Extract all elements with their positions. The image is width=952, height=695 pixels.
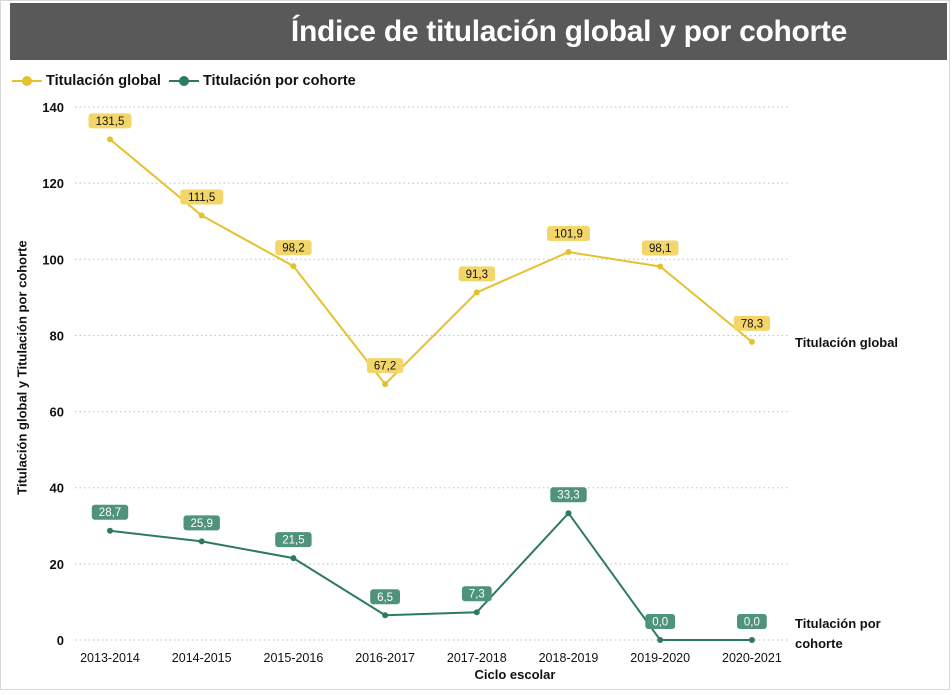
data-label-bg-global [275,240,312,256]
x-tick-label: 2015-2016 [264,651,324,665]
legend-item-global[interactable]: Titulación global [12,73,161,89]
data-label-global: 78,3 [741,318,763,330]
x-tick-label: 2019-2020 [630,651,690,665]
data-label-global: 111,5 [188,192,215,204]
data-label-bg-cohorte [645,614,676,629]
data-label-cohorte: 0,0 [652,617,668,629]
data-label-bg-global [642,240,679,256]
y-tick-label: 120 [42,176,64,191]
data-point-global [198,212,205,219]
data-label-bg-cohorte [275,532,312,548]
x-tick-label: 2013-2014 [80,651,140,665]
data-label-global: 91,3 [466,269,488,281]
y-tick-label: 20 [50,557,64,572]
data-label-bg-global [547,226,590,242]
y-tick-label: 100 [42,252,64,267]
series-end-label-cohorte-line1: Titulación por [795,616,881,631]
x-tick-label: 2017-2018 [447,651,507,665]
data-label-cohorte: 21,5 [282,535,304,547]
data-point-cohorte [473,609,480,616]
data-point-cohorte [748,637,755,643]
legend-label-global: Titulación global [46,73,161,89]
data-label-bg-cohorte [91,504,129,520]
data-label-global: 98,1 [649,243,671,255]
legend: Titulación global Titulación por cohorte [12,70,364,92]
data-point-global [657,263,664,270]
chart-title: Índice de titulación global y por cohort… [290,15,847,48]
data-label-bg-cohorte [550,487,587,503]
data-label-bg-cohorte [370,589,400,605]
data-label-cohorte: 0,0 [744,617,760,629]
data-point-cohorte [107,527,113,534]
data-label-cohorte: 28,7 [99,507,121,519]
data-label-cohorte: 25,9 [191,518,213,530]
data-point-cohorte [290,555,297,562]
title-bar: Índice de titulación global y por cohort… [10,3,947,60]
data-label-cohorte: 7,3 [469,589,485,601]
data-label-cohorte: 33,3 [557,490,579,502]
data-label-global: 98,2 [282,243,304,255]
series-end-label-cohorte-line2: cohorte [795,636,843,651]
data-label-bg-global [180,189,224,205]
data-label-cohorte: 6,5 [377,592,393,604]
data-label-global: 67,2 [374,361,396,373]
data-label-global: 131,5 [96,116,125,128]
x-tick-label: 2018-2019 [539,651,599,665]
y-tick-label: 60 [50,405,64,420]
data-point-global [748,338,755,345]
y-tick-label: 140 [42,100,64,115]
y-tick-label: 40 [50,481,64,496]
data-point-global [565,249,572,256]
data-label-bg-cohorte [461,586,492,602]
y-tick-label: 80 [50,328,64,343]
data-label-global: 101,9 [554,229,583,241]
x-axis-title: Ciclo escolar [474,667,556,682]
data-label-bg-cohorte [183,515,220,531]
series-end-label-global: Titulación global [795,335,898,350]
data-label-bg-global [366,358,404,374]
data-label-bg-global [458,266,495,282]
y-tick-label: 0 [57,633,64,648]
data-point-global [290,263,297,270]
data-point-global [382,381,389,388]
x-tick-label: 2016-2017 [355,651,415,665]
series-line-global [109,138,753,386]
legend-label-cohorte: Titulación por cohorte [202,73,356,89]
series-line-cohorte [109,512,752,641]
legend-swatch-global [12,74,42,88]
data-point-cohorte [382,612,389,619]
legend-item-cohorte[interactable]: Titulación por cohorte [168,73,356,89]
x-tick-label: 2020-2021 [722,651,782,665]
data-label-bg-global [88,113,132,129]
data-label-bg-cohorte [737,614,767,629]
data-point-cohorte [565,510,572,517]
x-tick-label: 2014-2015 [172,651,232,665]
data-label-bg-global [733,315,771,331]
data-point-global [473,289,480,296]
data-point-global [107,136,113,143]
legend-swatch-cohorte [168,74,199,88]
data-point-cohorte [657,637,664,643]
data-point-cohorte [198,538,205,545]
